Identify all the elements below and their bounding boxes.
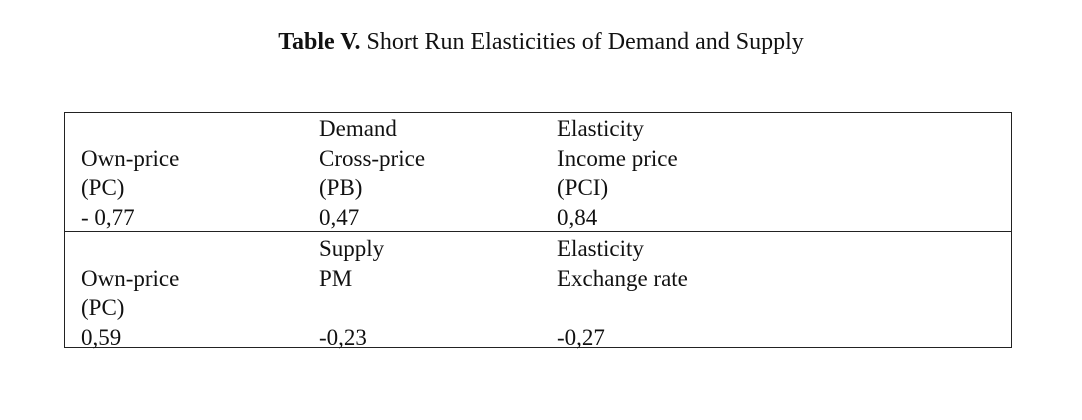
cell-line: -0,23 <box>319 324 367 350</box>
cell-line: Elasticity <box>557 116 644 141</box>
elasticities-table: Own-price (PC) - 0,77 Demand Cross-price… <box>64 112 1012 350</box>
cell-line: (PB) <box>319 175 363 200</box>
cell-line <box>557 293 688 323</box>
cell-line: 0,84 <box>557 204 598 230</box>
demand-own-price-cell: Own-price (PC) - 0,77 <box>81 114 179 232</box>
cell-line: 0,59 <box>81 324 122 350</box>
cell-line <box>81 234 179 264</box>
supply-pm-cell: Supply PM -0,23 <box>319 234 384 352</box>
demand-income-price-cell: Elasticity Income price (PCI) 0,84 <box>557 114 678 232</box>
cell-line: (PCI) <box>557 175 609 200</box>
cell-line: Own-price <box>81 265 180 291</box>
table-caption-label: Table V. <box>278 29 361 55</box>
cell-line: Elasticity <box>557 236 644 261</box>
supply-exchange-rate-cell: Elasticity Exchange rate -0,27 <box>557 234 688 352</box>
cell-line <box>319 293 384 323</box>
table-caption: Table V. Short Run Elasticities of Deman… <box>0 28 1082 56</box>
cell-line: -0,27 <box>557 324 605 350</box>
cell-line: Exchange rate <box>557 265 688 291</box>
cell-line: (PC) <box>81 175 125 200</box>
cell-line: - 0,77 <box>81 204 135 230</box>
table-caption-text: Short Run Elasticities of Demand and Sup… <box>360 29 804 55</box>
cell-line: Own-price <box>81 145 180 171</box>
cell-line: Cross-price <box>319 145 426 171</box>
cell-line: Income price <box>557 145 678 171</box>
cell-line: Supply <box>319 236 385 261</box>
table-row-divider <box>65 231 1011 232</box>
cell-line: PM <box>319 265 353 291</box>
supply-own-price-cell: Own-price (PC) 0,59 <box>81 234 179 352</box>
cell-line <box>81 114 179 144</box>
cell-line: 0,47 <box>319 204 360 230</box>
demand-cross-price-cell: Demand Cross-price (PB) 0,47 <box>319 114 425 232</box>
cell-line: Demand <box>319 116 397 141</box>
cell-line: (PC) <box>81 295 125 320</box>
